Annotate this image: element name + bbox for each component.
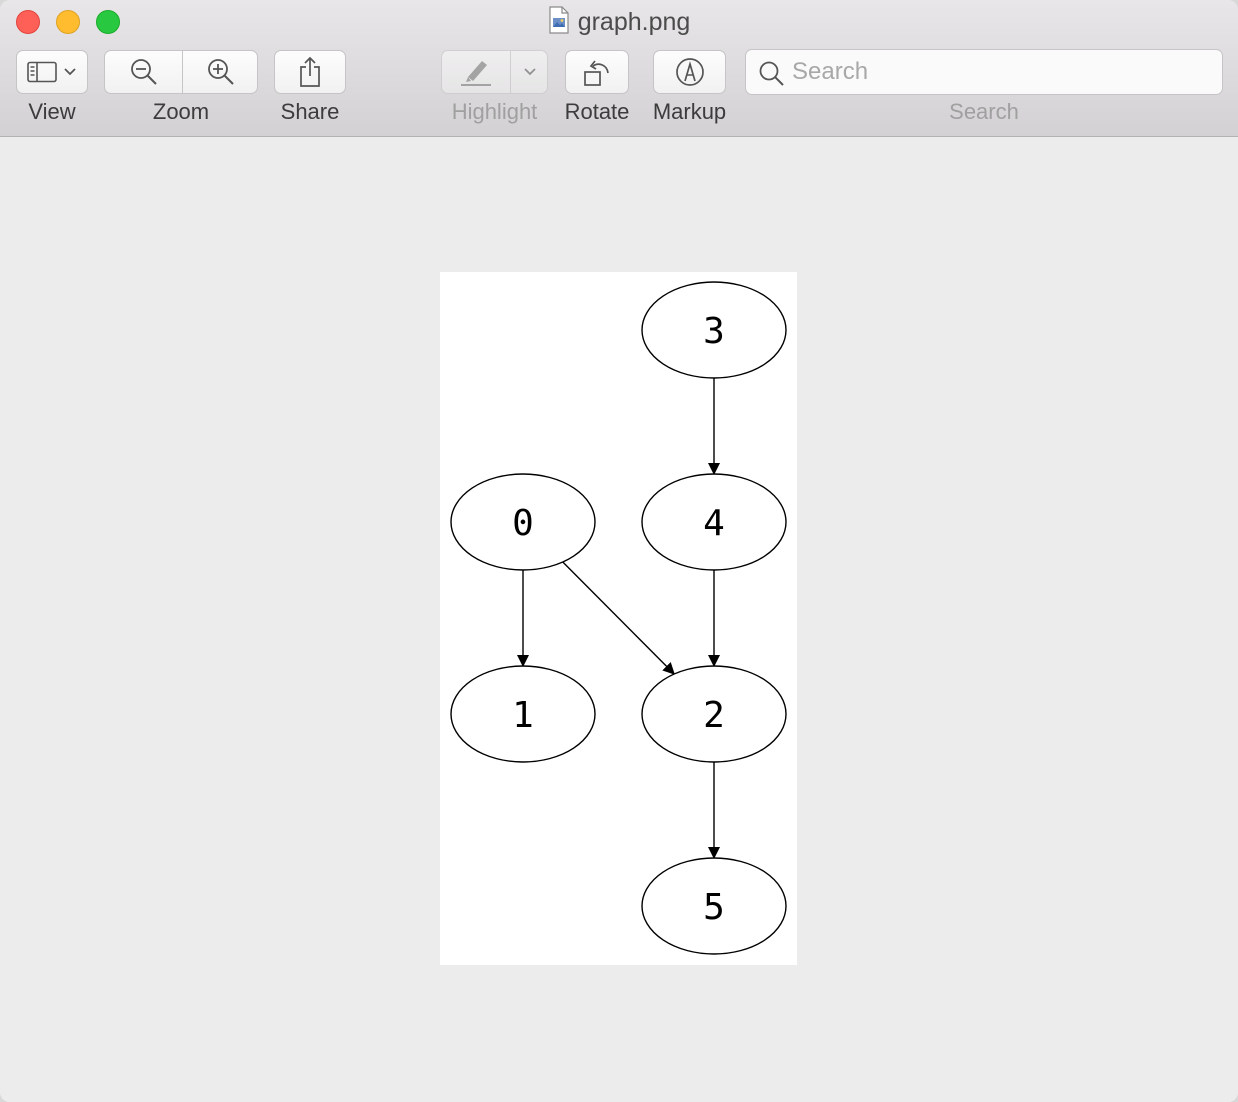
graph-node-ellipse <box>641 665 787 763</box>
graph-node-label: 1 <box>512 695 534 736</box>
markup-label: Markup <box>652 99 727 124</box>
graph-node-2: 2 <box>641 665 787 763</box>
window-title: graph.png <box>0 6 1238 41</box>
zoom-control <box>104 50 258 94</box>
highlighter-pen-icon <box>458 57 494 87</box>
highlight-options-button[interactable] <box>511 51 549 93</box>
rotate-button[interactable] <box>565 50 629 94</box>
graph-node-4: 4 <box>641 473 787 571</box>
zoom-out-icon <box>129 57 159 87</box>
graph-node-label: 0 <box>512 503 534 544</box>
title-bar: graph.png View <box>0 0 1238 137</box>
search-icon <box>759 61 784 86</box>
share-icon <box>297 56 323 88</box>
view-menu-button[interactable] <box>16 50 88 94</box>
graph-node-ellipse <box>450 665 596 763</box>
graph-node-ellipse <box>641 857 787 955</box>
highlight-divider <box>510 51 511 93</box>
graph-node-1: 1 <box>450 665 596 763</box>
graph-node-label: 4 <box>703 503 725 544</box>
graph-node-0: 0 <box>450 473 596 571</box>
graph-node-3: 3 <box>641 281 787 379</box>
graph-node-ellipse <box>450 473 596 571</box>
zoom-in-icon <box>206 57 236 87</box>
zoom-divider <box>182 51 183 93</box>
document-area[interactable]: 0 1 2 3 4 5 <box>0 137 1238 1102</box>
minimize-window-button[interactable] <box>56 10 80 34</box>
window-title-text: graph.png <box>577 8 691 36</box>
share-button[interactable] <box>274 50 346 94</box>
maximize-window-button[interactable] <box>96 10 120 34</box>
close-window-button[interactable] <box>16 10 40 34</box>
chevron-down-icon <box>63 67 77 77</box>
graph-node-label: 5 <box>703 887 725 928</box>
search-input[interactable] <box>792 56 1212 88</box>
view-label: View <box>28 99 76 124</box>
markup-pen-icon <box>674 56 706 88</box>
search-label: Search <box>949 99 1019 124</box>
rotate-label: Rotate <box>564 99 630 124</box>
image-file-icon <box>548 6 570 41</box>
graph-diagram: 0 1 2 3 4 5 <box>450 281 787 955</box>
highlight-label: Highlight <box>451 99 538 124</box>
sidebar-icon <box>27 61 57 83</box>
graph-node-ellipse <box>641 281 787 379</box>
graph-node-label: 2 <box>703 695 725 736</box>
highlight-button[interactable] <box>442 51 510 93</box>
zoom-label: Zoom <box>152 99 210 124</box>
rotate-left-icon <box>581 56 613 88</box>
graph-image: 0 1 2 3 4 5 <box>440 272 797 965</box>
graph-node-ellipse <box>641 473 787 571</box>
chevron-down-icon <box>523 67 537 77</box>
graph-edge-0-to-2 <box>562 561 675 675</box>
graph-node-label: 3 <box>703 311 725 352</box>
zoom-out-button[interactable] <box>105 51 182 93</box>
search-field[interactable] <box>745 49 1223 95</box>
highlight-control <box>441 50 548 94</box>
graph-node-5: 5 <box>641 857 787 955</box>
share-label: Share <box>280 99 340 124</box>
markup-button[interactable] <box>653 50 726 94</box>
zoom-in-button[interactable] <box>183 51 259 93</box>
